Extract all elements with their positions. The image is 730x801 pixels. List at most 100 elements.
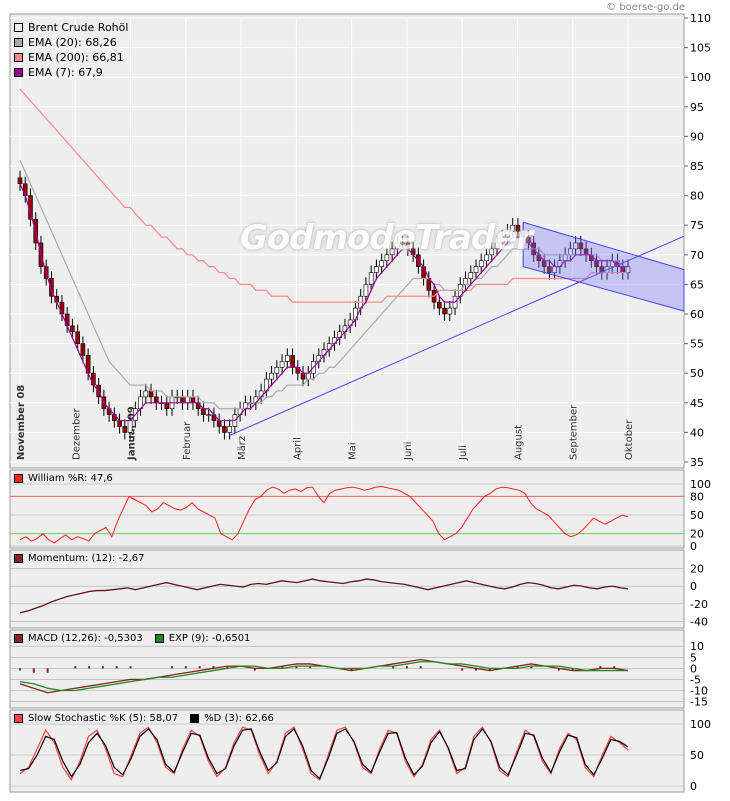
candle-body	[437, 301, 442, 309]
macd-tick-label: 10	[690, 640, 704, 653]
candle-body	[505, 230, 510, 238]
candle-body	[515, 224, 521, 232]
price-tick-label: 75	[690, 219, 704, 232]
legend-swatch-exp	[154, 634, 164, 643]
candle-body	[478, 260, 484, 267]
month-label: Februar	[182, 421, 193, 460]
price-tick-label: 80	[690, 190, 704, 203]
candle-body	[227, 426, 232, 433]
legend-swatch-ema20	[14, 38, 23, 47]
candle-body	[368, 272, 374, 285]
candle-body	[70, 325, 75, 333]
stochastic-tick-label: 100	[690, 718, 711, 731]
macd-tick-label: 0	[690, 662, 697, 675]
stoch-d-line	[19, 727, 629, 780]
month-label: Mai	[348, 442, 359, 460]
month-label: März	[237, 436, 248, 460]
momentum-legend: Momentum: (12): -2,67	[14, 553, 144, 564]
candle-body	[206, 414, 211, 416]
candle-body	[363, 284, 369, 297]
price-tick-label: 50	[690, 367, 704, 380]
williams-tick-label: 0	[690, 540, 697, 553]
macd-tick-label: -10	[690, 685, 708, 698]
price-tick-label: 45	[690, 397, 704, 410]
legend-ema7: EMA (7): 67,9	[14, 65, 128, 80]
price-tick-label: 35	[690, 456, 704, 469]
price-tick-label: 100	[690, 71, 711, 84]
williams-line	[19, 485, 629, 544]
ema200-line	[19, 88, 628, 303]
candle-body	[547, 266, 552, 273]
price-tick-label: 40	[690, 426, 704, 439]
price-tick-label: 60	[690, 308, 704, 321]
candle-body	[300, 372, 306, 380]
legend-ema200: EMA (200): 66,81	[14, 50, 128, 65]
candle-body	[201, 408, 206, 415]
month-label: April	[292, 437, 303, 460]
candle-body	[305, 372, 311, 380]
legend-instrument: Brent Crude Rohöl	[14, 20, 128, 35]
candle-body	[75, 331, 80, 344]
williams-tick-label: 100	[690, 478, 711, 491]
candle-body	[468, 272, 474, 279]
legend-swatch-stoch-k	[14, 714, 23, 723]
candle-body	[222, 426, 227, 433]
candle-body	[143, 390, 149, 398]
williams-legend: William %R: 47,6	[14, 473, 113, 484]
candle-body	[274, 366, 280, 374]
price-tick-label: 55	[690, 338, 704, 351]
candle-body	[510, 224, 515, 232]
candle-body	[494, 242, 500, 250]
stochastic-panel	[9, 709, 685, 793]
candle-body	[216, 420, 222, 427]
candle-body	[395, 242, 400, 250]
candle-body	[269, 372, 274, 380]
candle-body	[379, 260, 384, 267]
stochastic-tick-label: 0	[690, 780, 697, 793]
candle-body	[279, 361, 285, 368]
month-label: Juli	[458, 445, 469, 461]
candle-body	[384, 254, 390, 262]
candle-body	[400, 242, 405, 245]
macd-tick-label: -15	[690, 696, 708, 709]
watermark-logo: GodmodeTrader	[240, 218, 533, 258]
momentum-tick-label: -40	[690, 616, 708, 629]
ema7-line	[19, 183, 628, 422]
momentum-tick-label: 20	[690, 562, 704, 575]
month-label: Oktober	[624, 419, 635, 460]
momentum-line	[19, 578, 629, 614]
candle-body	[389, 248, 395, 256]
macd-legend: MACD (12,26): -0,5303 EXP (9): -0,6501	[14, 633, 262, 644]
macd-signal-line	[19, 661, 628, 692]
candle-body	[122, 426, 128, 433]
trendline-support	[229, 235, 685, 436]
candle-body	[463, 278, 468, 285]
candle-body	[573, 242, 578, 250]
price-panel	[9, 13, 685, 469]
williams-tick-label: 20	[690, 528, 704, 541]
candle-body	[117, 420, 122, 427]
candle-body	[180, 396, 185, 404]
stochastic-legend: Slow Stochastic %K (5): 58,07 %D (3): 62…	[14, 713, 286, 724]
candle-body	[489, 248, 495, 256]
price-tick-label: 105	[690, 42, 711, 55]
price-tick-label: 85	[690, 160, 704, 173]
legend-swatch-williams	[14, 474, 23, 483]
month-label: Juni	[403, 442, 414, 461]
month-label: August	[513, 425, 524, 460]
price-tick-label: 110	[690, 12, 711, 25]
macd-tick-label: 5	[690, 651, 697, 664]
williams-panel	[9, 469, 685, 549]
price-tick-label: 65	[690, 278, 704, 291]
candle-body	[290, 355, 295, 368]
legend-swatch-momentum	[14, 554, 23, 563]
legend-swatch-macd	[14, 634, 23, 643]
candle-body	[285, 355, 290, 362]
candle-body	[578, 242, 584, 250]
legend-swatch-ema7	[14, 68, 23, 77]
copyright: © boerse-go.de	[606, 2, 685, 13]
candle-body	[127, 420, 133, 433]
month-label: Dezember	[71, 408, 82, 460]
candle-body	[473, 266, 479, 273]
